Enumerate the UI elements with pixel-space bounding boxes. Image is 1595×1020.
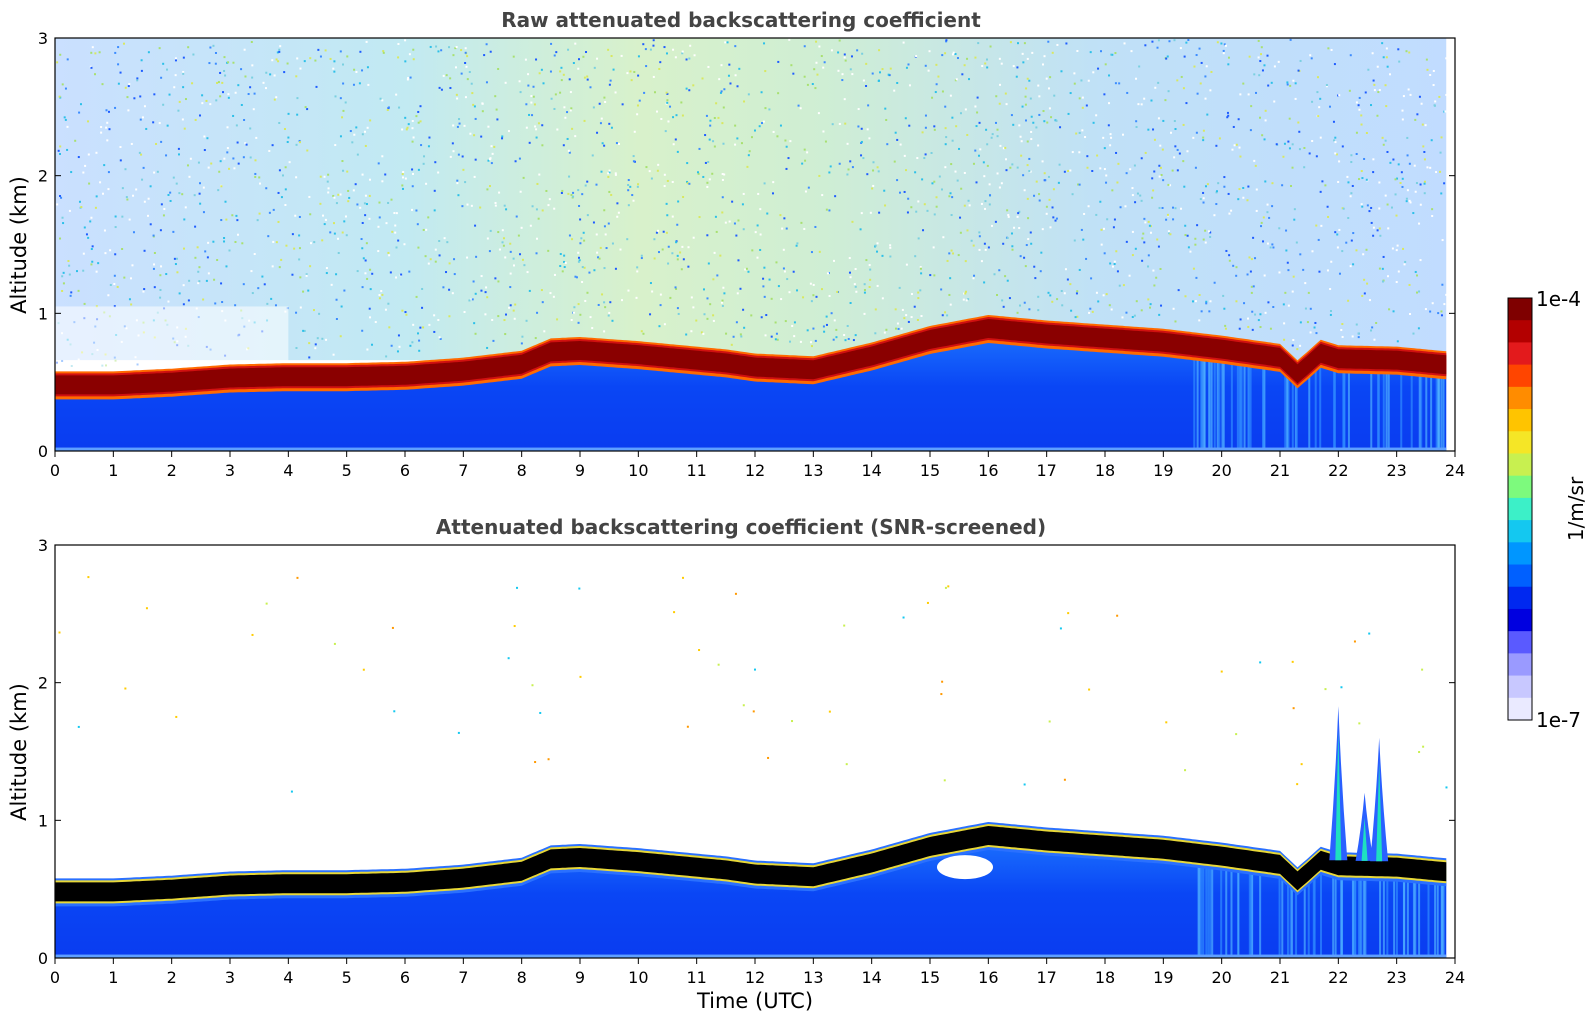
- colorbar-segment: [1508, 586, 1532, 610]
- x-tick-label: 9: [575, 461, 585, 480]
- panel-screened-heatmap: [55, 576, 1448, 958]
- colorbar-segment: [1508, 431, 1532, 455]
- y-tick-label: 1: [38, 304, 48, 323]
- x-tick-label: 3: [225, 968, 235, 987]
- colorbar-segment: [1508, 653, 1532, 677]
- x-tick-label: 13: [803, 461, 823, 480]
- x-tick-label: 20: [1211, 461, 1231, 480]
- colorbar-segment: [1508, 675, 1532, 699]
- x-tick-label: 8: [517, 968, 527, 987]
- y-tick-label: 2: [38, 167, 48, 186]
- x-tick-label: 5: [342, 968, 352, 987]
- x-tick-label: 12: [745, 461, 765, 480]
- panel-raw-y-ticks: 0 1 2 3: [38, 29, 1455, 461]
- colorbar-segment: [1508, 342, 1532, 366]
- x-tick-label: 13: [803, 968, 823, 987]
- y-tick-label: 0: [38, 442, 48, 461]
- y-tick-label: 1: [38, 811, 48, 830]
- colorbar-min-label: 1e-7: [1536, 708, 1581, 732]
- panel-screened-y-axis-label: Altitude (km): [7, 683, 31, 821]
- x-tick-label: 21: [1270, 461, 1290, 480]
- x-tick-label: 24: [1445, 968, 1465, 987]
- panel-raw-title: Raw attenuated backscattering coefficien…: [501, 8, 981, 32]
- y-tick-label: 3: [38, 536, 48, 555]
- colorbar-segment: [1508, 475, 1532, 499]
- x-tick-label: 18: [1095, 968, 1115, 987]
- y-tick-label: 0: [38, 949, 48, 968]
- colorbar-segment: [1508, 631, 1532, 654]
- x-tick-label: 19: [1153, 968, 1173, 987]
- panel-raw-x-ticks: 0 1 2 3 4 5 6 7 8 9 10 11 12 13 14 15 16 17 18 19 20 21 22 23 24: [50, 451, 1465, 480]
- colorbar-segment: [1508, 409, 1532, 432]
- x-tick-label: 0: [50, 461, 60, 480]
- x-tick-label: 17: [1036, 968, 1056, 987]
- panel-screened: Attenuated backscattering coefficient (S…: [7, 515, 1465, 1013]
- colorbar-segment: [1508, 364, 1532, 388]
- panel-screened-y-ticks: 0 1 2 3: [38, 536, 1455, 968]
- colorbar-segment: [1508, 497, 1532, 521]
- x-tick-label: 14: [861, 968, 881, 987]
- x-tick-label: 22: [1328, 461, 1348, 480]
- colorbar-gradient: [1508, 298, 1532, 721]
- x-axis-label: Time (UTC): [696, 989, 813, 1013]
- colorbar-max-label: 1e-4: [1536, 287, 1581, 311]
- colorbar-segment: [1508, 697, 1532, 721]
- x-tick-label: 24: [1445, 461, 1465, 480]
- x-tick-label: 12: [745, 968, 765, 987]
- colorbar-unit-label: 1/m/sr: [1564, 476, 1588, 541]
- x-tick-label: 6: [400, 968, 410, 987]
- x-tick-label: 16: [978, 461, 998, 480]
- x-tick-label: 7: [458, 461, 468, 480]
- x-tick-label: 17: [1036, 461, 1056, 480]
- x-tick-label: 20: [1211, 968, 1231, 987]
- x-tick-label: 2: [167, 968, 177, 987]
- x-tick-label: 22: [1328, 968, 1348, 987]
- x-tick-label: 1: [108, 968, 118, 987]
- y-tick-label: 3: [38, 29, 48, 48]
- colorbar-segment: [1508, 298, 1532, 321]
- x-tick-label: 4: [283, 968, 293, 987]
- colorbar-segment: [1508, 320, 1532, 344]
- y-tick-label: 2: [38, 674, 48, 693]
- x-tick-label: 23: [1386, 968, 1406, 987]
- colorbar-segment: [1508, 386, 1532, 410]
- x-tick-label: 16: [978, 968, 998, 987]
- x-tick-label: 11: [686, 461, 706, 480]
- x-tick-label: 9: [575, 968, 585, 987]
- x-tick-label: 10: [628, 968, 648, 987]
- x-tick-label: 8: [517, 461, 527, 480]
- x-tick-label: 21: [1270, 968, 1290, 987]
- x-tick-label: 1: [108, 461, 118, 480]
- x-tick-label: 15: [920, 461, 940, 480]
- colorbar-segment: [1508, 542, 1532, 566]
- x-tick-label: 11: [686, 968, 706, 987]
- panel-raw: Raw attenuated backscattering coefficien…: [7, 8, 1465, 480]
- x-tick-label: 2: [167, 461, 177, 480]
- x-tick-label: 6: [400, 461, 410, 480]
- x-tick-label: 10: [628, 461, 648, 480]
- x-tick-label: 23: [1386, 461, 1406, 480]
- panel-raw-heatmap: [55, 38, 1448, 451]
- x-tick-label: 3: [225, 461, 235, 480]
- colorbar: 1e-4 1e-7 1/m/sr: [1507, 287, 1588, 732]
- colorbar-frame: [1507, 297, 1533, 721]
- x-tick-label: 15: [920, 968, 940, 987]
- panel-screened-title: Attenuated backscattering coefficient (S…: [436, 515, 1046, 539]
- x-tick-label: 4: [283, 461, 293, 480]
- x-tick-label: 0: [50, 968, 60, 987]
- colorbar-segment: [1508, 608, 1532, 632]
- colorbar-segment: [1508, 564, 1532, 588]
- x-tick-label: 19: [1153, 461, 1173, 480]
- x-tick-label: 7: [458, 968, 468, 987]
- x-tick-label: 14: [861, 461, 881, 480]
- panel-screened-x-ticks: 0 1 2 3 4 5 6 7 8 9 10 11 12 13 14 15 16 17 18 19 20 21 22 23 24: [50, 958, 1465, 987]
- colorbar-segment: [1508, 520, 1532, 543]
- colorbar-segment: [1508, 453, 1532, 477]
- panel-raw-y-axis-label: Altitude (km): [7, 176, 31, 314]
- x-tick-label: 5: [342, 461, 352, 480]
- x-tick-label: 18: [1095, 461, 1115, 480]
